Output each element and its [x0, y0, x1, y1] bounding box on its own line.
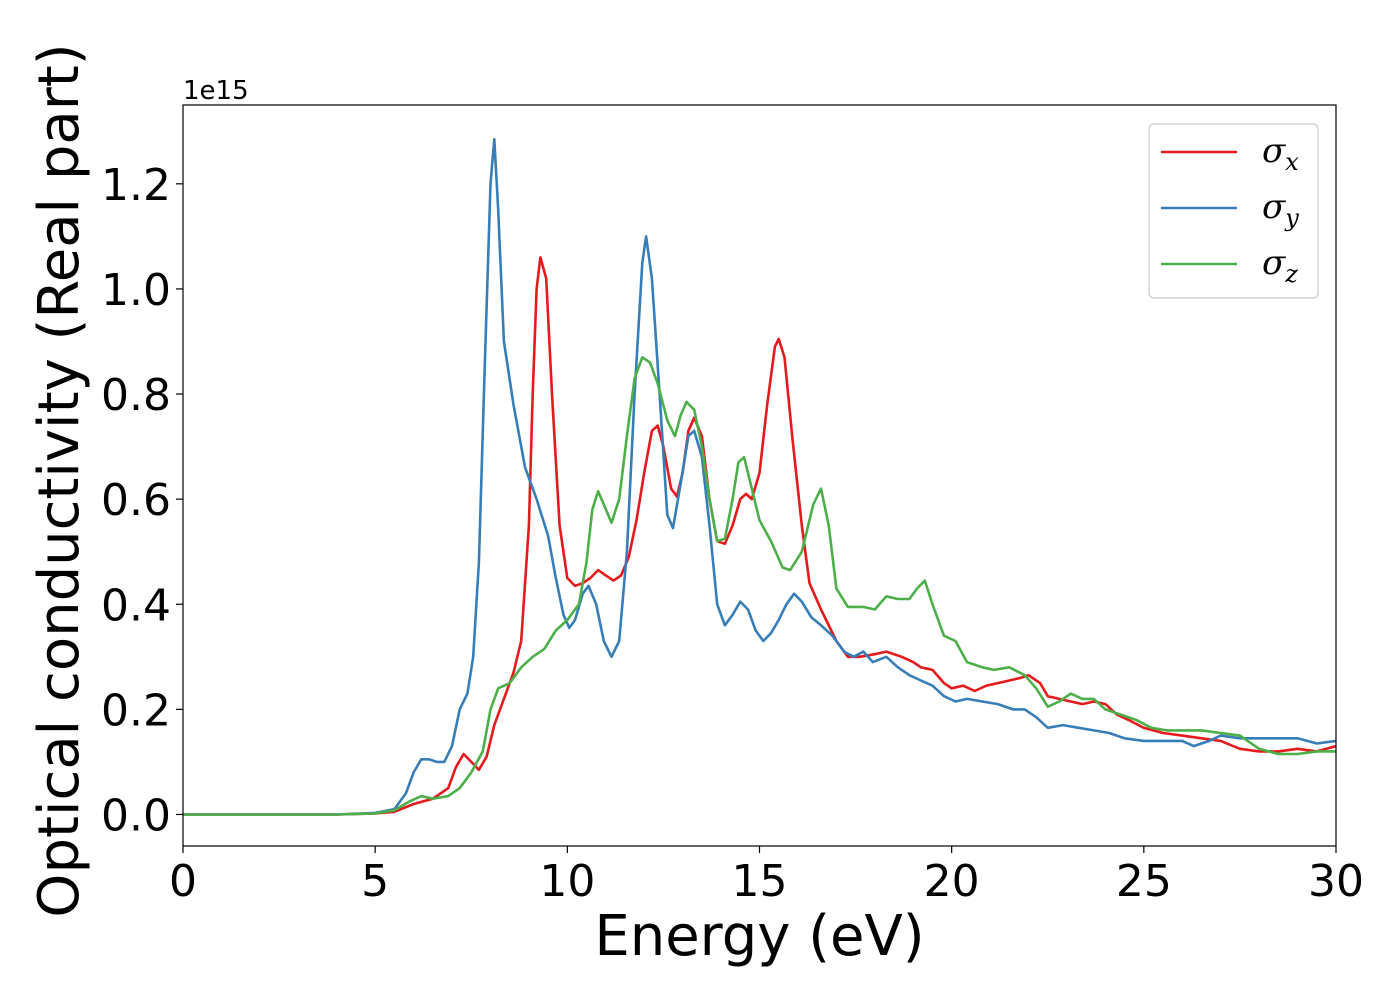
series-line-x: [183, 256, 1337, 816]
x-axis-label: Energy (eV): [594, 904, 924, 969]
legend-label-y: σy: [1262, 187, 1299, 232]
y-tick-label: 0.8: [101, 370, 171, 421]
legend: σx σy σz: [1148, 123, 1319, 299]
x-tick-label: 15: [732, 856, 788, 907]
legend-label-z: σz: [1262, 243, 1298, 288]
series-line-y: [183, 137, 1337, 816]
x-tick-label: 5: [361, 856, 389, 907]
x-tick-label: 20: [924, 856, 980, 907]
y-tick-label: 0.0: [101, 790, 171, 841]
y-axis: 0.0 0.2 0.4 0.6 0.8 1.0 1.2: [101, 160, 183, 841]
y-offset-text: 1e15: [183, 76, 249, 106]
y-tick-label: 1.0: [101, 265, 171, 316]
x-tick-label: 30: [1308, 856, 1364, 907]
legend-label-x: σx: [1262, 131, 1299, 176]
x-tick-label: 0: [169, 856, 197, 907]
x-tick-label: 25: [1116, 856, 1172, 907]
x-axis: 0 5 10 15 20 25 30: [169, 846, 1364, 907]
y-tick-label: 0.2: [101, 685, 171, 736]
series-line-z: [183, 356, 1336, 816]
y-tick-label: 0.4: [101, 580, 171, 631]
y-axis-label: Optical conductivity (Real part): [27, 43, 92, 917]
y-tick-label: 0.6: [101, 475, 171, 526]
plot-lines: [183, 137, 1337, 816]
legend-box: [1148, 123, 1319, 299]
x-tick-label: 10: [539, 856, 595, 907]
y-tick-label: 1.2: [101, 160, 171, 211]
